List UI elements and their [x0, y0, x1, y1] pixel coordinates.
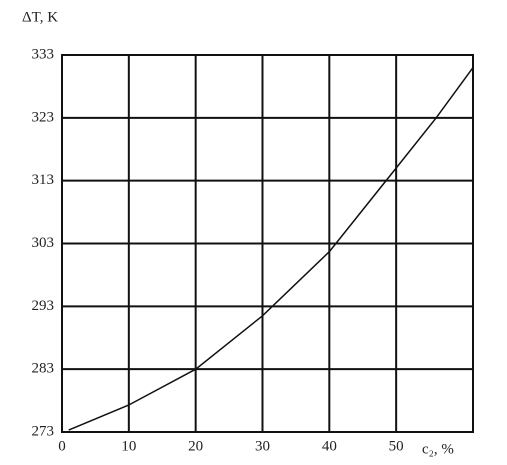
- y-tick-label: 273: [32, 423, 55, 439]
- x-tick-label: 20: [188, 438, 203, 454]
- x-tick-label: 50: [389, 438, 404, 454]
- x-tick-label: 40: [322, 438, 337, 454]
- y-axis-label: ΔT, K: [22, 9, 58, 25]
- y-tick-label: 283: [32, 361, 55, 377]
- y-tick-label: 313: [32, 172, 55, 188]
- y-tick-label: 333: [32, 46, 55, 62]
- x-tick-label: 0: [58, 438, 66, 454]
- y-tick-label: 323: [32, 109, 55, 125]
- plot-frame: [61, 54, 474, 433]
- x-tick-label: 30: [255, 438, 270, 454]
- curve: [68, 67, 474, 431]
- x-axis-label: c₂, %: [422, 441, 454, 457]
- y-tick-label: 303: [32, 235, 55, 251]
- y-tick-label: 293: [32, 298, 55, 314]
- x-tick-label: 10: [121, 438, 136, 454]
